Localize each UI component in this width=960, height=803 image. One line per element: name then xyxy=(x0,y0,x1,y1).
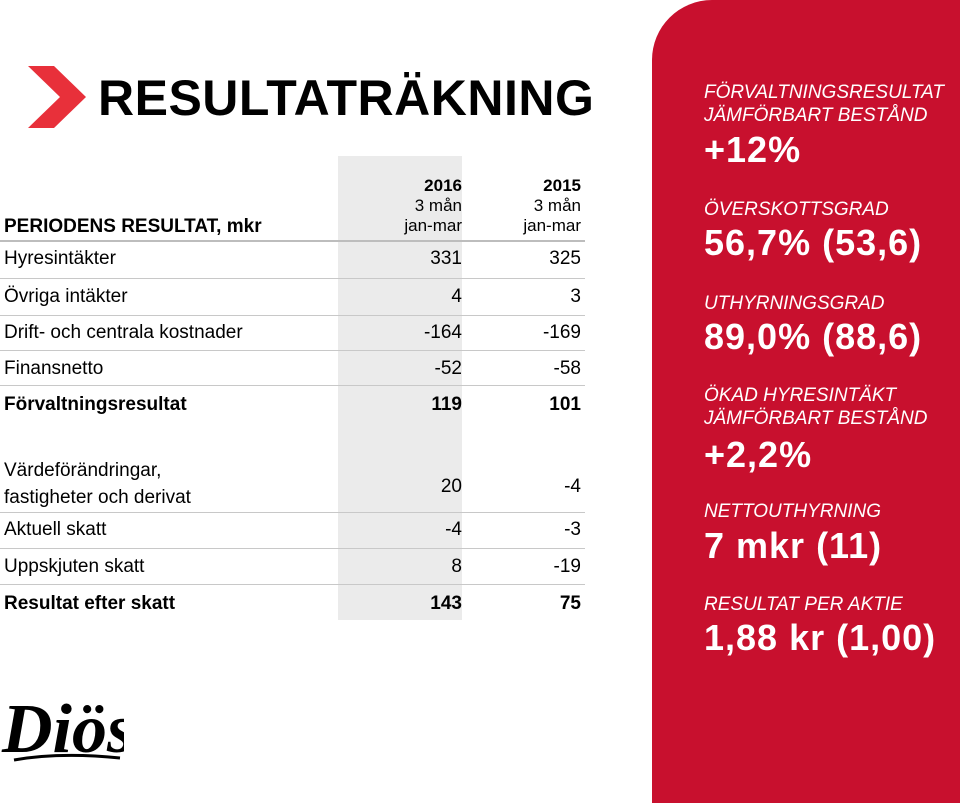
kpi-value: 7 mkr (11) xyxy=(704,525,883,566)
value-2016: 8 xyxy=(451,556,462,577)
current-period-column-shade xyxy=(338,156,462,620)
row-label-line2: fastigheter och derivat xyxy=(4,487,191,508)
row-divider xyxy=(0,584,585,585)
kpi-value: 89,0% (88,6) xyxy=(704,316,923,357)
kpi-label: UTHYRNINGSGRAD xyxy=(704,293,885,314)
row-label: Hyresintäkter xyxy=(4,248,116,269)
column-header-2015: 2015 3 mån jan-mar xyxy=(478,176,581,236)
column-range: jan-mar xyxy=(404,216,462,235)
row-label: Finansnetto xyxy=(4,358,104,379)
kpi-value: +2,2% xyxy=(704,434,813,475)
value-2015: -169 xyxy=(542,322,581,343)
row-divider xyxy=(0,512,585,513)
kpi-label-line2: JÄMFÖRBART BESTÅND xyxy=(704,105,928,126)
column-period: 3 mån xyxy=(533,196,581,215)
kpi-value: 56,7% (53,6) xyxy=(704,222,923,263)
column-year: 2015 xyxy=(543,176,581,195)
kpi-panel xyxy=(652,0,960,803)
svg-text:Diös: Diös xyxy=(1,691,124,766)
row-divider xyxy=(0,350,585,351)
column-year: 2016 xyxy=(424,176,462,195)
page-title: RESULTATRÄKNING xyxy=(98,70,595,126)
value-2015: 75 xyxy=(559,593,581,614)
row-label: Uppskjuten skatt xyxy=(4,556,145,577)
value-2016: -52 xyxy=(434,358,462,379)
value-2016: 143 xyxy=(430,593,462,614)
row-label: Drift- och centrala kostnader xyxy=(4,322,243,343)
row-divider xyxy=(0,315,585,316)
kpi-value: +12% xyxy=(704,129,802,170)
kpi-label: NETTOUTHYRNING xyxy=(704,501,881,522)
row-label: Förvaltningsresultat xyxy=(4,394,187,415)
value-2015: -3 xyxy=(564,519,581,540)
value-2015: 3 xyxy=(570,286,581,307)
column-header-2016: 2016 3 mån jan-mar xyxy=(362,176,462,236)
value-2015: -58 xyxy=(553,358,581,379)
kpi-label: ÖVERSKOTTSGRAD xyxy=(704,199,889,220)
row-divider xyxy=(0,548,585,549)
value-2016: 119 xyxy=(431,394,462,415)
income-statement-table: PERIODENS RESULTAT, mkr 2016 3 mån jan-m… xyxy=(0,0,600,640)
value-2015: -4 xyxy=(564,476,581,497)
header-divider xyxy=(0,240,585,242)
value-2015: -19 xyxy=(553,556,581,577)
row-label: Aktuell skatt xyxy=(4,519,107,540)
row-label: Övriga intäkter xyxy=(4,286,128,307)
value-2016: 20 xyxy=(440,476,462,497)
row-divider xyxy=(0,278,585,279)
value-2016: -164 xyxy=(423,322,462,343)
kpi-label: RESULTAT PER AKTIE xyxy=(704,594,903,615)
kpi-value: 1,88 kr (1,00) xyxy=(704,617,937,658)
value-2016: 331 xyxy=(430,248,462,269)
dios-logo: Diös xyxy=(1,691,124,766)
row-label: Värdeförändringar, xyxy=(4,460,162,481)
table-header-label: PERIODENS RESULTAT, mkr xyxy=(4,216,262,237)
value-2015: 101 xyxy=(549,394,581,415)
kpi-label: ÖKAD HYRESINTÄKT xyxy=(704,385,897,406)
chevron-arrow-icon xyxy=(28,66,86,128)
column-range: jan-mar xyxy=(523,216,581,235)
column-period: 3 mån xyxy=(414,196,462,215)
kpi-label: FÖRVALTNINGSRESULTAT xyxy=(704,82,945,103)
row-label: Resultat efter skatt xyxy=(4,593,176,614)
value-2016: 4 xyxy=(451,286,462,307)
kpi-label-line2: JÄMFÖRBART BESTÅND xyxy=(704,408,928,429)
value-2016: -4 xyxy=(445,519,462,540)
value-2015: 325 xyxy=(549,248,581,269)
row-divider xyxy=(0,385,585,386)
